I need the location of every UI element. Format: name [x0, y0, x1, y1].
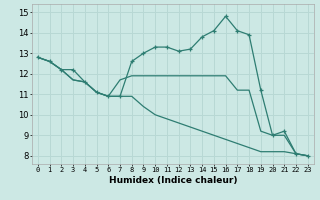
- X-axis label: Humidex (Indice chaleur): Humidex (Indice chaleur): [108, 176, 237, 185]
